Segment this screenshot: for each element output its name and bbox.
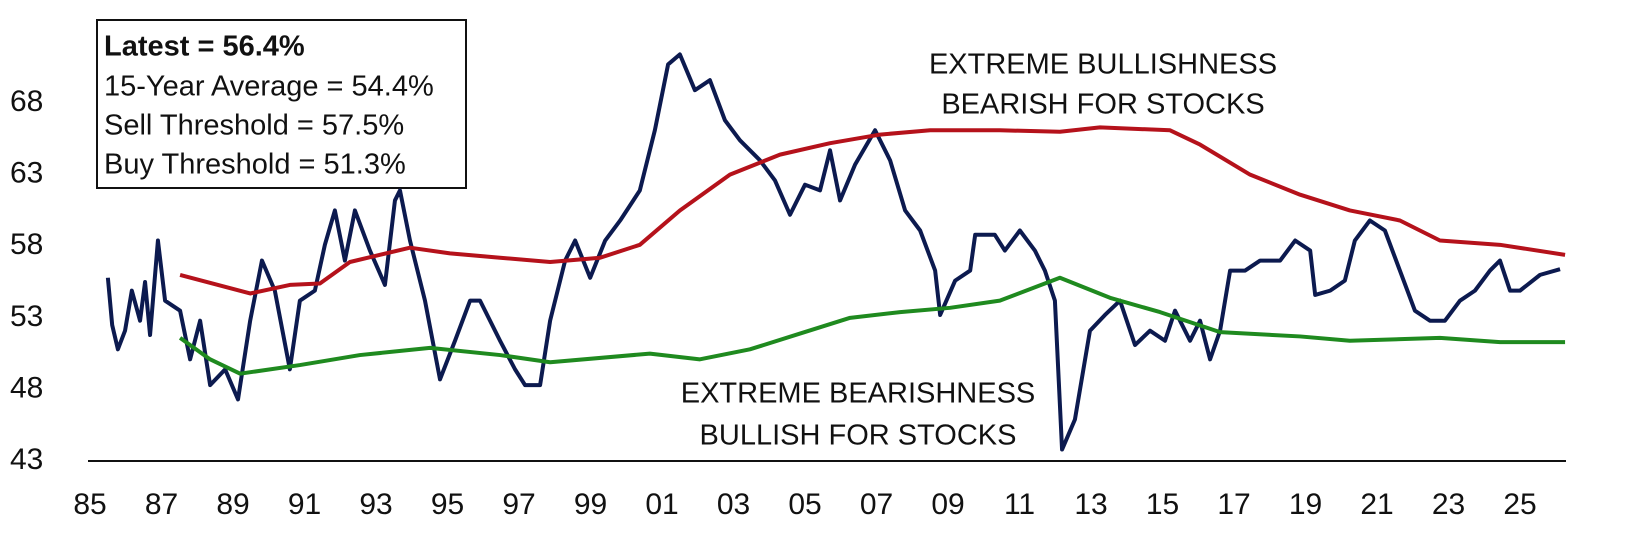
info-box-text: Latest = 56.4% 15-Year Average = 54.4% S… — [104, 31, 434, 181]
x-tick-label: 85 — [73, 488, 106, 521]
x-tick-label: 87 — [145, 488, 178, 521]
x-tick-label: 91 — [288, 488, 321, 521]
x-tick-label: 11 — [1004, 488, 1035, 521]
x-tick-label: 25 — [1503, 488, 1536, 521]
annotation: BEARISH FOR STOCKS — [941, 89, 1264, 121]
x-tick-label: 93 — [359, 488, 392, 521]
x-tick-label: 03 — [717, 488, 750, 521]
x-tick-label: 21 — [1360, 488, 1393, 521]
x-tick-label: 99 — [574, 488, 607, 521]
x-tick-label: 15 — [1146, 488, 1179, 521]
y-tick-label: 43 — [10, 443, 43, 476]
series-line — [178, 275, 1566, 376]
x-tick-label: 17 — [1217, 488, 1250, 521]
x-tick-label: 07 — [860, 488, 893, 521]
y-tick-label: 48 — [10, 371, 43, 404]
y-tick-label: 63 — [10, 157, 43, 190]
series-line — [179, 125, 1566, 296]
x-tick-label: 95 — [431, 488, 464, 521]
annotation: EXTREME BEARISHNESS — [681, 378, 1036, 410]
y-tick-label: 53 — [10, 300, 43, 333]
info-box — [96, 19, 467, 189]
x-tick-label: 09 — [931, 488, 964, 521]
annotation: BULLISH FOR STOCKS — [700, 420, 1017, 452]
x-tick-label: 13 — [1074, 488, 1107, 521]
x-tick-label: 05 — [788, 488, 821, 521]
y-tick-label: 58 — [10, 228, 43, 261]
annotation: EXTREME BULLISHNESS — [929, 49, 1277, 81]
x-tick-label: 23 — [1432, 488, 1465, 521]
series-line — [105, 52, 1561, 452]
y-tick-label: 68 — [10, 85, 43, 118]
x-tick-label: 19 — [1289, 488, 1322, 521]
x-tick-label: 97 — [502, 488, 535, 521]
x-tick-label: 01 — [645, 488, 678, 521]
buy-threshold: Buy Threshold = 51.3% — [104, 149, 406, 181]
average-value: 15-Year Average = 54.4% — [104, 71, 434, 103]
latest-value: Latest = 56.4% — [104, 31, 305, 63]
sell-threshold: Sell Threshold = 57.5% — [104, 110, 404, 142]
x-tick-label: 89 — [216, 488, 249, 521]
